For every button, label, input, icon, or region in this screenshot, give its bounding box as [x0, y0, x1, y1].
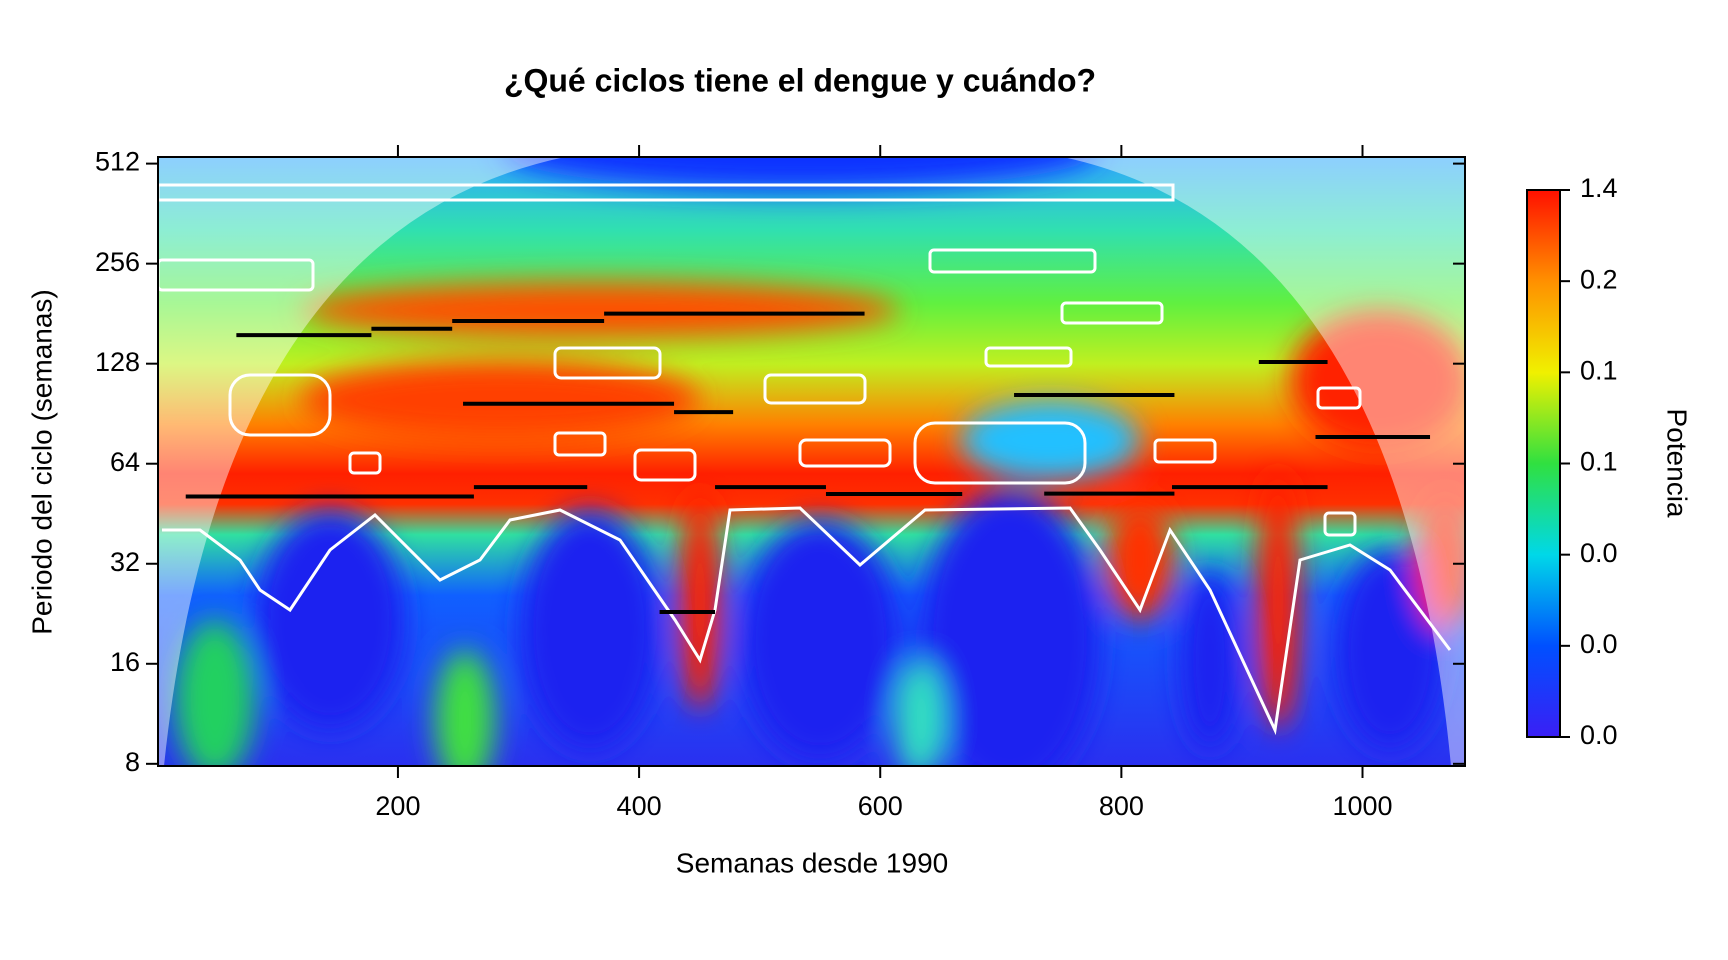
axes: 200 400 600 800 1000 8 16 32 64 128 256 512 — [95, 145, 1465, 821]
colorbar-title: Potencia — [1662, 409, 1693, 518]
plot-frame — [157, 156, 1466, 767]
chart-title: ¿Qué ciclos tiene el dengue y cuándo? — [504, 62, 1096, 98]
x-tick-label: 1000 — [1332, 791, 1392, 821]
ridges — [185, 311, 1431, 615]
cone-of-influence — [158, 157, 1465, 766]
colorbar-label: 0.0 — [1580, 629, 1618, 659]
y-tick-label: 128 — [95, 347, 140, 377]
x-tick-label: 800 — [1099, 791, 1144, 821]
x-tick-label: 200 — [375, 791, 420, 821]
significance-contours — [158, 183, 1452, 736]
y-tick-label: 16 — [110, 647, 140, 677]
colorbar-label: 0.2 — [1580, 264, 1618, 294]
colorbar: 0.0 0.0 0.0 0.1 0.1 0.2 1.4 — [1526, 173, 1618, 750]
colorbar-label: 0.1 — [1580, 447, 1618, 477]
colorbar-label: 0.0 — [1580, 538, 1618, 568]
y-tick-label: 32 — [110, 547, 140, 577]
x-tick-label: 400 — [617, 791, 662, 821]
y-axis-label: Periodo del ciclo (semanas) — [26, 289, 57, 635]
colorbar-label: 0.0 — [1580, 720, 1618, 750]
heatmap-texture — [175, 157, 1465, 766]
y-tick-label: 512 — [95, 147, 140, 177]
colorbar-label: 1.4 — [1580, 173, 1618, 203]
colorbar-label: 0.1 — [1580, 355, 1618, 385]
y-tick-label: 64 — [110, 447, 140, 477]
y-tick-label: 8 — [125, 747, 140, 777]
colorbar-scale — [1526, 189, 1561, 738]
x-axis-label: Semanas desde 1990 — [676, 847, 948, 878]
x-tick-label: 600 — [858, 791, 903, 821]
heatmap — [158, 157, 1465, 766]
y-tick-label: 256 — [95, 247, 140, 277]
